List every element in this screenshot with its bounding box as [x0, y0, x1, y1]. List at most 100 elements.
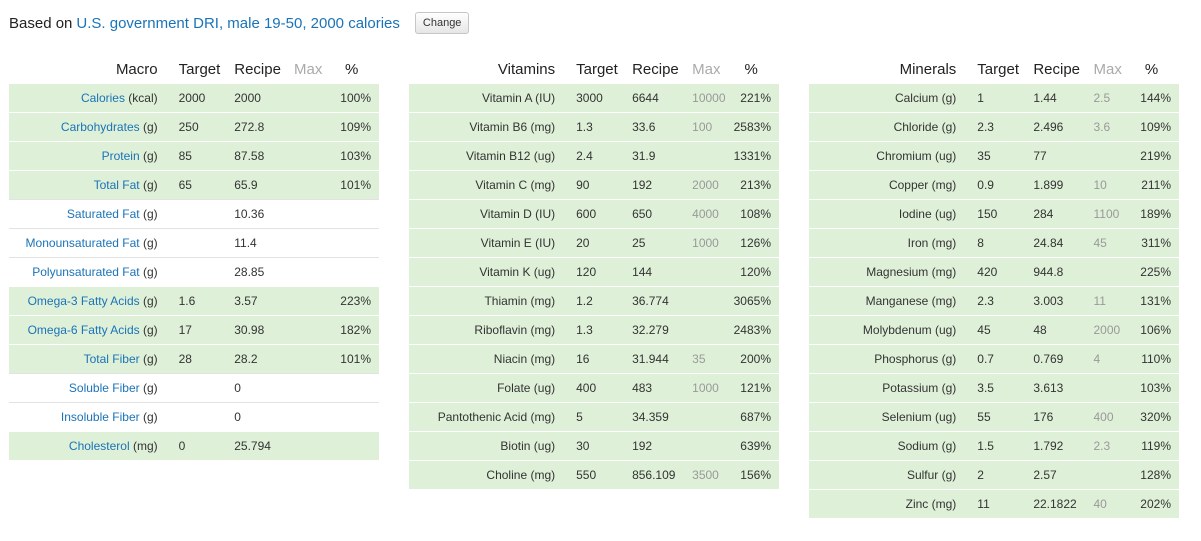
nutrient-row: Carbohydrates (g) 250 272.8 109% — [9, 112, 379, 142]
nutrient-name: Vitamin A (IU) — [481, 91, 556, 105]
nutrient-row: Thiamin (mg) 1.2 36.774 3065% — [409, 286, 779, 316]
recipe-value: 32.279 — [632, 315, 693, 345]
target-value: 65 — [167, 170, 235, 200]
max-value — [692, 257, 732, 287]
recipe-value: 272.8 — [234, 112, 295, 142]
percent-value: 128% — [1132, 460, 1179, 490]
nutrient-link[interactable]: Insoluble Fiber — [60, 410, 140, 424]
percent-value: 225% — [1132, 257, 1179, 287]
nutrient-row: Manganese (mg) 2.3 3.003 11 131% — [809, 286, 1179, 316]
nutrient-name: Choline (mg) — [486, 468, 556, 482]
max-value: 4000 — [692, 199, 732, 229]
nutrient-row: Choline (mg) 550 856.109 3500 156% — [409, 460, 779, 489]
nutrient-name: Vitamin B6 (mg) — [469, 120, 556, 134]
change-button[interactable]: Change — [414, 12, 470, 34]
recipe-value: 24.84 — [1033, 228, 1094, 258]
target-value: 1 — [966, 83, 1034, 113]
nutrient-link[interactable]: Total Fat — [93, 178, 140, 192]
nutrient-row: Polyunsaturated Fat (g) 28.85 — [9, 257, 379, 287]
nutrient-name: Phosphorus (g) — [874, 352, 957, 366]
dri-profile-link[interactable]: U.S. government DRI, male 19-50, 2000 ca… — [76, 14, 400, 32]
nutrient-row: Magnesium (mg) 420 944.8 225% — [809, 257, 1179, 287]
nutrient-row: Phosphorus (g) 0.7 0.769 4 110% — [809, 344, 1179, 374]
recipe-value: 1.792 — [1033, 431, 1094, 461]
nutrient-name-cell: Saturated Fat (g) — [9, 199, 168, 229]
nutrient-name-cell: Polyunsaturated Fat (g) — [9, 257, 168, 287]
nutrient-name-cell: Total Fiber (g) — [9, 344, 168, 374]
max-value — [294, 315, 333, 345]
recipe-value: 2.496 — [1033, 112, 1094, 142]
nutrient-link[interactable]: Calories — [80, 91, 125, 105]
target-value — [167, 402, 235, 432]
nutrient-name-cell: Omega-6 Fatty Acids (g) — [9, 315, 168, 345]
max-value: 2000 — [1093, 315, 1133, 345]
recipe-value: 1.44 — [1033, 83, 1094, 113]
nutrient-link[interactable]: Omega-6 Fatty Acids — [27, 323, 140, 337]
recipe-value: 284 — [1033, 199, 1094, 229]
nutrient-row: Sulfur (g) 2 2.57 128% — [809, 460, 1179, 490]
recipe-value: 483 — [632, 373, 693, 403]
nutrient-row: Calories (kcal) 2000 2000 100% — [9, 83, 379, 113]
nutrient-link[interactable]: Protein — [101, 149, 140, 163]
target-value: 16 — [565, 344, 633, 374]
percent-value — [332, 373, 379, 403]
nutrient-unit: (kcal) — [124, 91, 158, 105]
vitamins-table: Vitamins Target Recipe Max% Vitamin A (IU) 30… — [409, 56, 779, 489]
nutrient-link[interactable]: Polyunsaturated Fat — [32, 265, 140, 279]
nutrient-unit: (g) — [139, 120, 158, 134]
nutrient-link[interactable]: Cholesterol — [68, 439, 130, 453]
target-value: 600 — [565, 199, 633, 229]
max-value — [1093, 257, 1133, 287]
table-header-row: Vitamins Target Recipe Max% — [409, 56, 779, 84]
max-value — [294, 257, 333, 287]
nutrient-name-cell: Folate (ug) — [409, 373, 566, 403]
max-value: 3.6 — [1093, 112, 1133, 142]
column-header-percent: % — [1144, 61, 1159, 78]
nutrient-link[interactable]: Omega-3 Fatty Acids — [27, 294, 140, 308]
nutrient-row: Niacin (mg) 16 31.944 35 200% — [409, 344, 779, 374]
target-value: 30 — [565, 431, 633, 461]
column-header-target: Target — [977, 61, 1019, 78]
nutrient-name-cell: Calcium (g) — [809, 83, 967, 113]
nutrient-name: Vitamin C (mg) — [475, 178, 556, 192]
nutrient-row: Chloride (g) 2.3 2.496 3.6 109% — [809, 112, 1179, 142]
column-header-max: Max — [294, 61, 323, 78]
percent-value: 211% — [1132, 170, 1179, 200]
nutrient-name-cell: Riboflavin (mg) — [409, 315, 566, 345]
nutrient-unit: (g) — [139, 265, 158, 279]
nutrient-row: Soluble Fiber (g) 0 — [9, 373, 379, 403]
target-value: 2 — [966, 460, 1034, 490]
percent-value: 109% — [332, 112, 379, 142]
max-value: 2000 — [692, 170, 732, 200]
recipe-value: 6644 — [632, 83, 693, 113]
nutrient-row: Total Fiber (g) 28 28.2 101% — [9, 344, 379, 374]
nutrient-link[interactable]: Carbohydrates — [60, 120, 140, 134]
nutrient-link[interactable]: Saturated Fat — [66, 207, 140, 221]
nutrient-name-cell: Potassium (g) — [809, 373, 967, 403]
nutrient-row: Cholesterol (mg) 0 25.794 — [9, 431, 379, 460]
max-value: 45 — [1093, 228, 1133, 258]
nutrient-name: Sulfur (g) — [906, 468, 957, 482]
nutrient-link[interactable]: Total Fiber — [83, 352, 140, 366]
recipe-value: 25.794 — [234, 431, 295, 460]
target-value — [167, 373, 235, 403]
target-value: 550 — [565, 460, 633, 489]
recipe-value: 192 — [632, 170, 693, 200]
nutrient-name-cell: Vitamin D (IU) — [409, 199, 566, 229]
target-value: 1.3 — [565, 112, 633, 142]
nutrient-name-cell: Vitamin B12 (ug) — [409, 141, 566, 171]
recipe-value: 48 — [1033, 315, 1094, 345]
recipe-value: 650 — [632, 199, 693, 229]
nutrient-name-cell: Soluble Fiber (g) — [9, 373, 168, 403]
max-value: 400 — [1093, 402, 1133, 432]
nutrient-name: Vitamin D (IU) — [480, 207, 556, 221]
max-value: 2.3 — [1093, 431, 1133, 461]
nutrient-name: Copper (mg) — [888, 178, 957, 192]
max-value: 4 — [1093, 344, 1133, 374]
percent-value: 2483% — [731, 315, 779, 345]
target-value: 420 — [966, 257, 1034, 287]
nutrient-link[interactable]: Soluble Fiber — [68, 381, 140, 395]
nutrient-link[interactable]: Monounsaturated Fat — [25, 236, 140, 250]
nutrient-row: Monounsaturated Fat (g) 11.4 — [9, 228, 379, 258]
percent-value: 126% — [731, 228, 779, 258]
